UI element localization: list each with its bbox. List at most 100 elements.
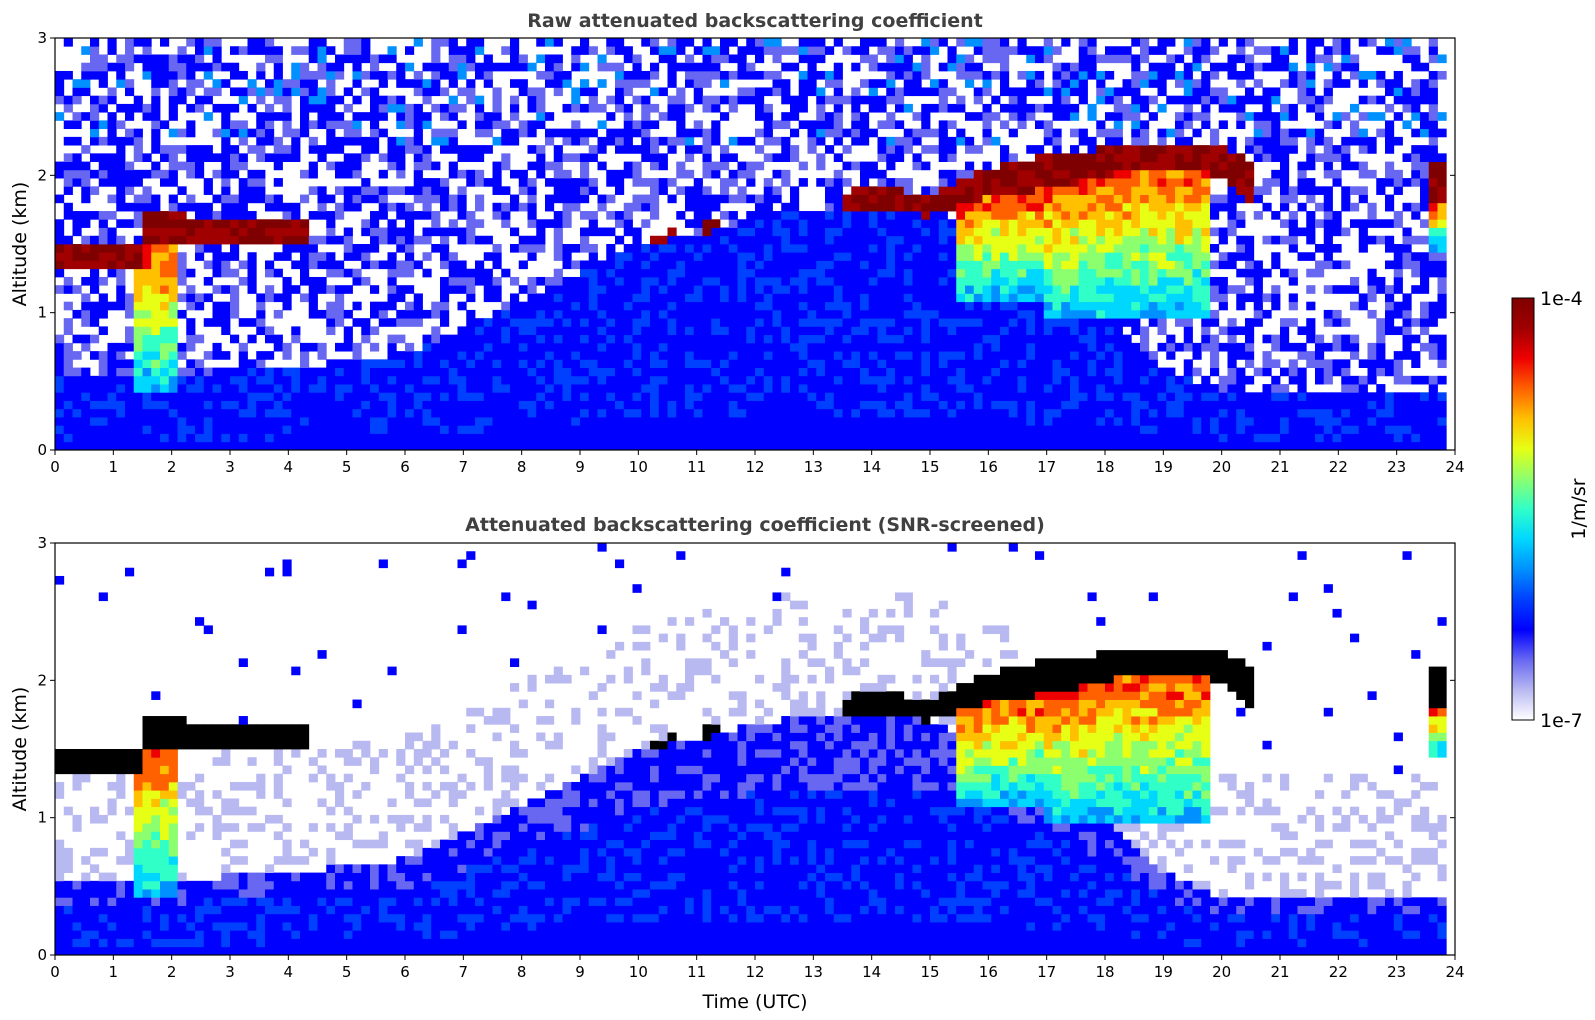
heatmap-cell (973, 186, 983, 195)
heatmap-cell (125, 309, 135, 319)
heatmap-cell (212, 375, 222, 385)
panel-title: Raw attenuated backscattering coefficien… (527, 10, 983, 32)
heatmap-cell (448, 169, 458, 179)
heatmap-cell (133, 425, 143, 434)
heatmap-cell (930, 441, 940, 451)
heatmap-cell (536, 392, 546, 401)
heatmap-cell (352, 375, 362, 385)
heatmap-cell (1026, 54, 1036, 64)
heatmap-cell (326, 46, 336, 55)
heatmap-cell (151, 285, 161, 294)
heatmap-cell (326, 120, 336, 130)
heatmap-cell (580, 342, 590, 352)
heatmap-cell (895, 268, 905, 278)
heatmap-cell (755, 202, 765, 212)
heatmap-cell (440, 433, 450, 443)
heatmap-cell (413, 161, 423, 171)
heatmap-cell (991, 301, 1001, 311)
heatmap-cell (90, 54, 100, 64)
heatmap-cell (151, 326, 161, 336)
heatmap-cell (335, 433, 345, 443)
heatmap-cell (772, 211, 782, 220)
heatmap-cell (483, 128, 493, 138)
heatmap-cell (510, 276, 520, 286)
heatmap-cell (1017, 244, 1027, 253)
heatmap-cell (273, 194, 283, 204)
heatmap-cell (55, 95, 65, 105)
heatmap-cell (1148, 186, 1158, 195)
heatmap-cell (1000, 46, 1010, 55)
heatmap-cell (606, 252, 616, 261)
heatmap-cell (877, 120, 887, 130)
heatmap-cell (195, 384, 205, 393)
heatmap-cell (1157, 268, 1167, 278)
heatmap-cell (781, 417, 791, 426)
heatmap-cell (798, 95, 808, 105)
heatmap-cell (168, 227, 178, 237)
heatmap-cell (133, 301, 143, 311)
heatmap-cell (1061, 186, 1071, 195)
heatmap-cell (308, 384, 318, 393)
heatmap-cell (396, 161, 406, 171)
heatmap-cell (728, 169, 738, 179)
heatmap-cell (851, 260, 861, 270)
heatmap-cell (693, 326, 703, 336)
heatmap-cell (676, 244, 686, 253)
heatmap-cell (343, 202, 353, 212)
heatmap-cell (536, 417, 546, 426)
heatmap-cell (247, 433, 257, 443)
heatmap-cell (868, 128, 878, 138)
heatmap-cell (536, 334, 546, 344)
heatmap-cell (107, 359, 117, 368)
heatmap-cell (1166, 235, 1176, 245)
heatmap-cell (938, 392, 948, 401)
heatmap-cell (1148, 408, 1158, 418)
heatmap-cell (895, 276, 905, 286)
heatmap-cell (877, 235, 887, 245)
heatmap-cell (151, 87, 161, 97)
heatmap-cell (641, 309, 651, 319)
heatmap-cell (238, 375, 248, 385)
heatmap-cell (702, 342, 712, 352)
heatmap-cell (912, 161, 922, 171)
heatmap-cell (396, 367, 406, 377)
heatmap-cell (1017, 186, 1027, 195)
heatmap-cell (230, 285, 240, 294)
heatmap-cell (921, 318, 931, 327)
heatmap-cell (1052, 178, 1062, 187)
heatmap-cell (387, 46, 397, 55)
heatmap-cell (98, 153, 108, 162)
heatmap-cell (378, 400, 388, 410)
heatmap-cell (860, 326, 870, 336)
heatmap-cell (1017, 235, 1027, 245)
heatmap-cell (650, 375, 660, 385)
heatmap-cell (151, 359, 161, 368)
heatmap-cell (991, 70, 1001, 80)
heatmap-cell (142, 211, 152, 220)
heatmap-cell (448, 112, 458, 121)
heatmap-cell (98, 400, 108, 410)
heatmap-cell (553, 235, 563, 245)
heatmap-cell (597, 425, 607, 434)
heatmap-cell (387, 293, 397, 303)
heatmap-cell (658, 244, 668, 253)
heatmap-cell (807, 136, 817, 146)
heatmap-cell (903, 194, 913, 204)
heatmap-cell (912, 425, 922, 434)
heatmap-cell (930, 244, 940, 253)
heatmap-cell (1078, 219, 1088, 228)
heatmap-cell (1008, 367, 1018, 377)
heatmap-cell (597, 359, 607, 368)
heatmap-cell (1026, 276, 1036, 286)
heatmap-cell (291, 202, 301, 212)
heatmap-cell (1113, 169, 1123, 179)
heatmap-cell (265, 417, 275, 426)
heatmap-cell (168, 103, 178, 113)
heatmap-cell (693, 342, 703, 352)
heatmap-cell (308, 260, 318, 270)
heatmap-cell (107, 441, 117, 451)
heatmap-cell (658, 260, 668, 270)
heatmap-cell (247, 186, 257, 195)
heatmap-cell (282, 408, 292, 418)
heatmap-cell (1096, 433, 1106, 443)
